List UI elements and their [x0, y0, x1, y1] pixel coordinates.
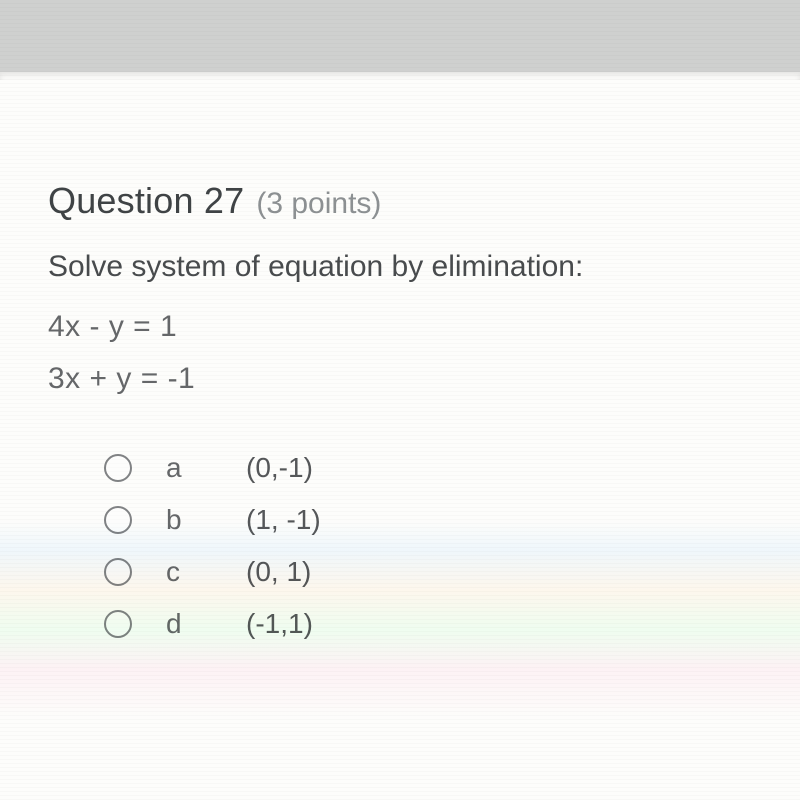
- choice-row-b[interactable]: b (1, -1): [104, 494, 752, 546]
- answer-choices: a (0,-1) b (1, -1) c (0, 1) d (-1,1): [104, 442, 752, 650]
- question-card: Question 27 (3 points) Solve system of e…: [48, 180, 752, 650]
- question-number: 27: [204, 180, 244, 221]
- radio-b[interactable]: [104, 506, 132, 534]
- choice-key-b: b: [166, 504, 246, 536]
- radio-a[interactable]: [104, 454, 132, 482]
- question-title: Question 27: [48, 180, 244, 222]
- radio-c[interactable]: [104, 558, 132, 586]
- equation-2: 3x + y = -1: [48, 362, 752, 396]
- choice-row-a[interactable]: a (0,-1): [104, 442, 752, 494]
- choice-value-d: (-1,1): [246, 608, 313, 640]
- question-header: Question 27 (3 points): [48, 180, 752, 222]
- choice-key-d: d: [166, 608, 246, 640]
- choice-key-c: c: [166, 556, 246, 588]
- choice-value-c: (0, 1): [246, 556, 311, 588]
- question-title-label: Question: [48, 180, 194, 221]
- question-prompt: Solve system of equation by elimination:: [48, 250, 752, 284]
- choice-row-d[interactable]: d (-1,1): [104, 598, 752, 650]
- top-band-shadow: [0, 72, 800, 80]
- radio-d[interactable]: [104, 610, 132, 638]
- choice-key-a: a: [166, 452, 246, 484]
- choice-row-c[interactable]: c (0, 1): [104, 546, 752, 598]
- choice-value-a: (0,-1): [246, 452, 313, 484]
- question-points: (3 points): [256, 187, 381, 221]
- choice-value-b: (1, -1): [246, 504, 321, 536]
- equation-1: 4x - y = 1: [48, 310, 752, 344]
